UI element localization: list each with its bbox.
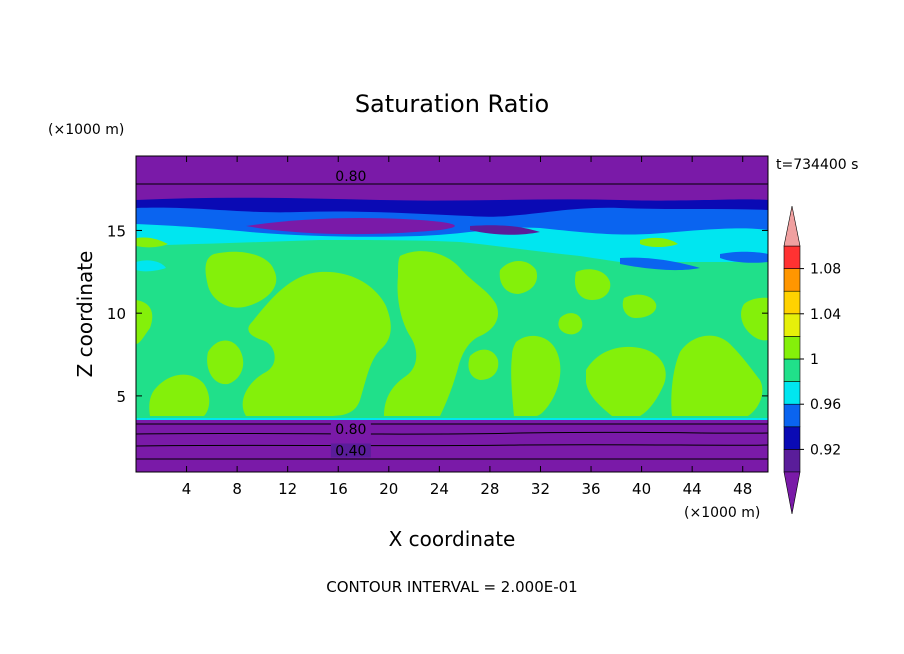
lime-blob-1 [136,300,153,344]
contour-line-bottom-2 [136,431,768,435]
x-tick-label: 36 [581,480,600,498]
x-tick-label: 16 [329,480,348,498]
lime-blob-2 [205,251,277,308]
colorbar-bin [783,268,801,292]
lime-blob-14 [558,313,583,335]
lime-blob-13 [741,297,768,341]
colorbar-label: 1.08 [810,262,841,278]
upper-cyan-patch-left [136,260,166,272]
upper-lime-patch-left [136,237,168,248]
x-tick-label: 8 [232,480,242,498]
x-tick-label: 4 [182,480,192,498]
upper-blue-patch-right [620,257,700,271]
y-unit-label: (×1000 m) [48,122,124,138]
x-axis-ticks: 4 8 12 16 20 24 28 32 36 40 44 48 [182,156,752,498]
colorbar-label: 1.04 [810,307,841,323]
lime-blob-5 [207,340,244,385]
lime-blob-4 [149,374,210,416]
lime-blob-7 [499,261,538,294]
band-top-purple [136,156,768,204]
x-unit-label: (×1000 m) [684,505,760,521]
contour-field: 0.80 0.80 0.40 [136,156,768,472]
colorbar-over-arrow [783,205,801,247]
colorbar-under-arrow [783,471,801,515]
colorbar-label: 0.96 [810,397,841,413]
lime-blob-6 [384,251,499,416]
y-axis-ticks: 5 10 15 [107,222,768,406]
lime-blob-11 [622,294,657,318]
colorbar-bin [783,449,801,473]
plot-frame [135,155,769,473]
contour-line-bottom-3 [136,444,768,447]
x-axis-label: X coordinate [389,527,516,551]
x-tick-label: 12 [278,480,297,498]
colorbar-bin [783,403,801,428]
contour-label: 0.80 [335,169,366,185]
colorbar-bin [783,290,801,315]
x-tick-label: 44 [683,480,702,498]
upper-blue-patch-right-2 [720,251,768,263]
colorbar-bin [783,313,801,337]
upper-purple-streak [246,218,455,235]
x-tick-label: 32 [531,480,550,498]
x-tick-label: 40 [632,480,651,498]
contour-label-bg [330,443,371,458]
colorbar-bin [783,381,801,405]
x-tick-label: 28 [480,480,499,498]
colorbar-bin [783,336,801,360]
colorbar: 0.92 0.96 1 1.04 1.08 [783,205,841,515]
lime-blob-9 [574,269,611,300]
contour-label-bg [330,421,371,436]
upper-purple-streak-2 [470,225,540,235]
contour-label: 0.80 [335,422,366,438]
colorbar-label: 0.92 [810,442,841,458]
colorbar-bin [783,358,801,382]
contour-label-bg [330,168,371,183]
contour-label: 0.40 [335,443,366,459]
upper-lime-patch-right [640,237,678,247]
lime-blob-12 [671,335,763,416]
x-tick-label: 48 [733,480,752,498]
y-axis-label: Z coordinate [73,251,97,378]
lime-blob-10 [586,346,666,416]
colorbar-bin [783,426,801,450]
lime-blob-3 [242,271,391,416]
lime-blob-15 [468,349,499,380]
contour-interval-footer: CONTOUR INTERVAL = 2.000E-01 [326,578,577,596]
y-tick-label: 5 [116,388,126,406]
y-tick-label: 10 [107,305,126,323]
x-tick-label: 20 [379,480,398,498]
lime-blob-8 [511,335,561,416]
chart-title: Saturation Ratio [355,90,549,118]
x-tick-label: 24 [430,480,449,498]
colorbar-bin [783,245,801,269]
contour-label-group: 0.80 0.80 0.40 [330,168,371,459]
colorbar-label: 1 [810,352,819,368]
time-label: t=734400 s [776,157,858,173]
y-tick-label: 15 [107,222,126,240]
